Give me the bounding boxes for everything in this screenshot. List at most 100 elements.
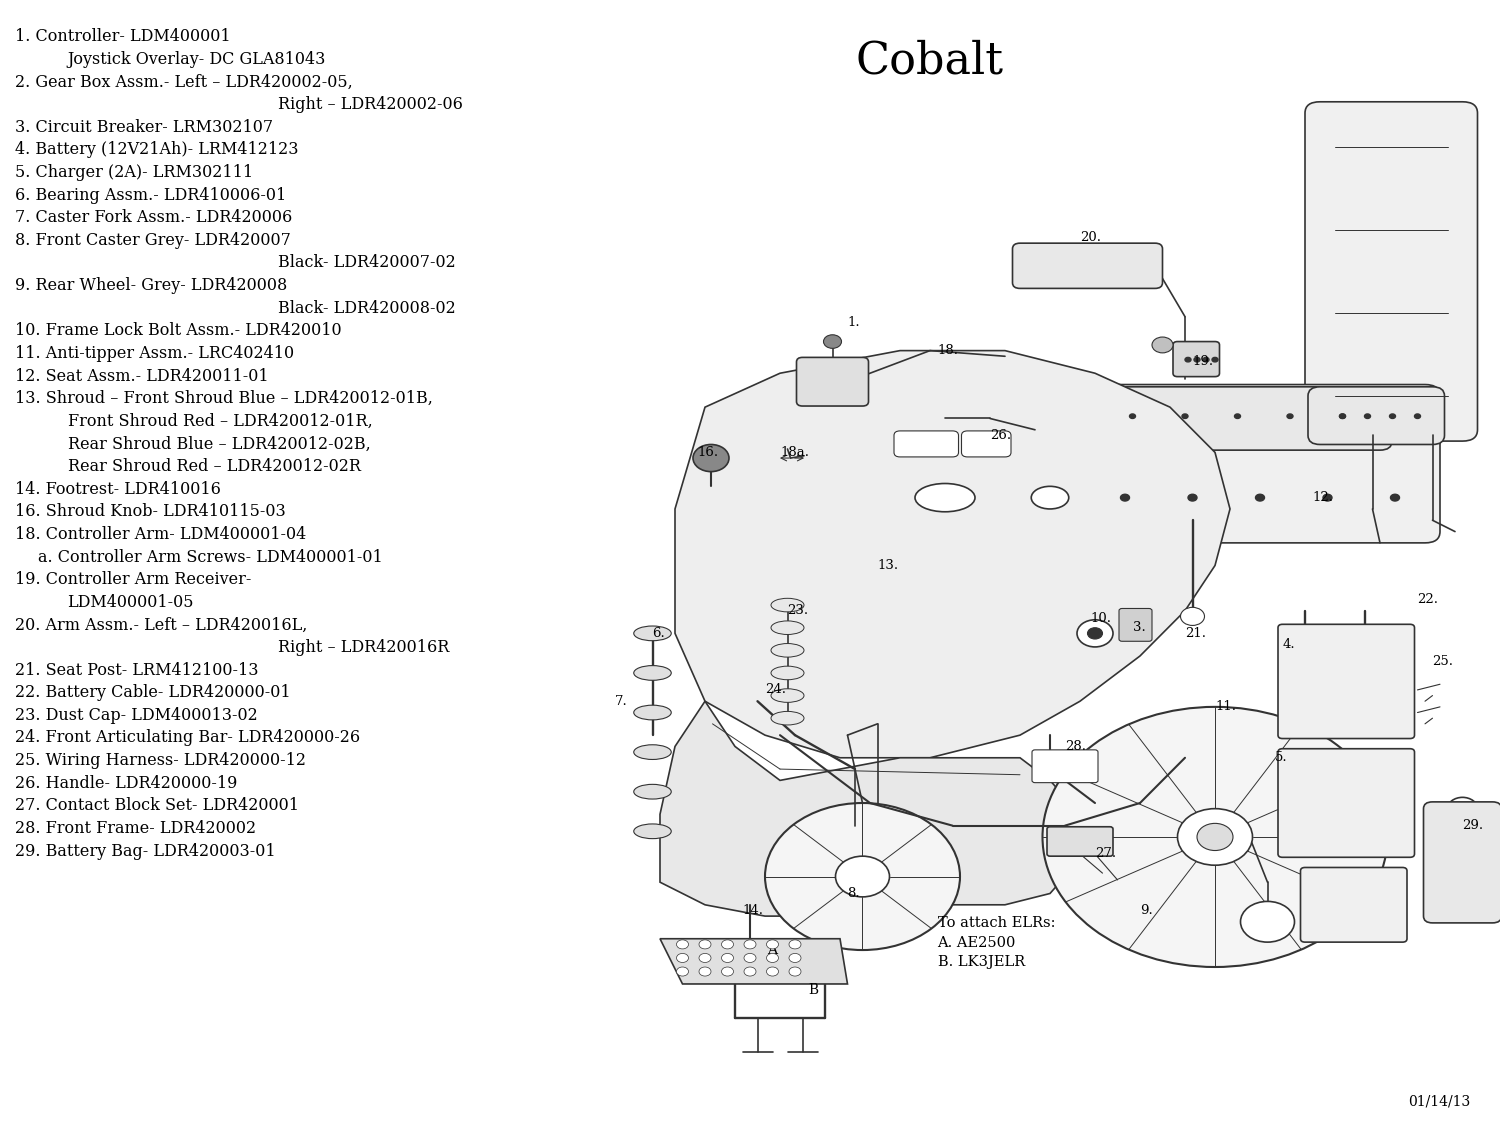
Text: Rear Shroud Red – LDR420012-02R: Rear Shroud Red – LDR420012-02R [68, 458, 360, 475]
Text: 27.: 27. [1095, 847, 1116, 861]
Text: A: A [768, 943, 777, 957]
Circle shape [1234, 414, 1240, 418]
FancyBboxPatch shape [1278, 624, 1414, 739]
Text: 16.: 16. [698, 446, 718, 459]
Text: Front Shroud Red – LDR420012-01R,: Front Shroud Red – LDR420012-01R, [68, 413, 372, 430]
Circle shape [1185, 357, 1191, 362]
Text: 25.: 25. [1432, 655, 1454, 668]
Circle shape [1390, 494, 1400, 501]
Ellipse shape [771, 689, 804, 702]
Text: 22. Battery Cable- LDR420000-01: 22. Battery Cable- LDR420000-01 [15, 684, 291, 701]
Text: Right – LDR420002-06: Right – LDR420002-06 [278, 96, 462, 113]
Circle shape [765, 803, 960, 950]
FancyBboxPatch shape [962, 431, 1011, 457]
Ellipse shape [771, 598, 804, 612]
Circle shape [676, 940, 688, 949]
Text: 24. Front Articulating Bar- LDR420000-26: 24. Front Articulating Bar- LDR420000-26 [15, 729, 360, 746]
Text: 14. Footrest- LDR410016: 14. Footrest- LDR410016 [15, 481, 220, 498]
Text: 29.: 29. [1462, 819, 1484, 832]
Circle shape [744, 940, 756, 949]
Circle shape [1130, 414, 1136, 418]
Circle shape [1182, 414, 1188, 418]
Ellipse shape [633, 627, 672, 640]
Text: 01/14/13: 01/14/13 [1407, 1095, 1470, 1108]
Circle shape [766, 940, 778, 949]
Circle shape [1340, 414, 1346, 418]
Text: 19. Controller Arm Receiver-: 19. Controller Arm Receiver- [15, 571, 252, 588]
Polygon shape [660, 939, 847, 984]
Circle shape [699, 953, 711, 962]
Text: LDM400001-05: LDM400001-05 [68, 594, 194, 611]
FancyBboxPatch shape [1119, 608, 1152, 641]
Text: Black- LDR420008-02: Black- LDR420008-02 [278, 300, 456, 317]
Circle shape [1042, 707, 1388, 967]
Circle shape [1120, 494, 1130, 501]
Ellipse shape [771, 666, 804, 680]
Text: 14.: 14. [742, 904, 764, 917]
Text: 13. Shroud – Front Shroud Blue – LDR420012-01B,: 13. Shroud – Front Shroud Blue – LDR4200… [15, 390, 433, 407]
Text: Joystick Overlay- DC GLA81043: Joystick Overlay- DC GLA81043 [68, 51, 326, 68]
Text: 6.: 6. [652, 627, 666, 640]
Text: 23. Dust Cap- LDM400013-02: 23. Dust Cap- LDM400013-02 [15, 707, 258, 724]
Text: 7. Caster Fork Assm.- LDR420006: 7. Caster Fork Assm.- LDR420006 [15, 209, 292, 226]
Polygon shape [675, 351, 1230, 758]
Text: 18. Controller Arm- LDM400001-04: 18. Controller Arm- LDM400001-04 [15, 526, 306, 543]
Circle shape [699, 940, 711, 949]
Circle shape [1188, 494, 1197, 501]
Ellipse shape [771, 711, 804, 725]
Ellipse shape [633, 823, 672, 839]
Text: Black- LDR420007-02: Black- LDR420007-02 [278, 254, 456, 271]
FancyBboxPatch shape [1308, 387, 1444, 444]
Text: 26. Handle- LDR420000-19: 26. Handle- LDR420000-19 [15, 775, 237, 792]
Circle shape [1077, 620, 1113, 647]
Circle shape [1180, 607, 1204, 625]
Text: 6. Bearing Assm.- LDR410006-01: 6. Bearing Assm.- LDR410006-01 [15, 187, 286, 204]
Text: 7.: 7. [615, 694, 627, 708]
Circle shape [789, 967, 801, 976]
FancyBboxPatch shape [1300, 867, 1407, 942]
Ellipse shape [771, 621, 804, 634]
Text: 8.: 8. [847, 887, 859, 900]
Text: 12.: 12. [1312, 491, 1334, 504]
Circle shape [1152, 337, 1173, 353]
Text: 28. Front Frame- LDR420002: 28. Front Frame- LDR420002 [15, 820, 256, 837]
Polygon shape [660, 701, 1080, 916]
Circle shape [1287, 414, 1293, 418]
Text: 1. Controller- LDM400001: 1. Controller- LDM400001 [15, 28, 231, 45]
Ellipse shape [771, 644, 804, 657]
Text: 20.: 20. [1080, 231, 1101, 244]
Ellipse shape [633, 665, 672, 680]
Text: 11.: 11. [1215, 700, 1236, 714]
Ellipse shape [633, 745, 672, 760]
Text: 26.: 26. [990, 429, 1011, 442]
Text: 25. Wiring Harness- LDR420000-12: 25. Wiring Harness- LDR420000-12 [15, 752, 306, 769]
Circle shape [744, 953, 756, 962]
Circle shape [722, 953, 734, 962]
Text: 18.: 18. [938, 344, 958, 357]
Text: 11. Anti-tipper Assm.- LRC402410: 11. Anti-tipper Assm.- LRC402410 [15, 345, 294, 362]
Ellipse shape [915, 484, 975, 512]
Text: 20. Arm Assm.- Left – LDR420016L,: 20. Arm Assm.- Left – LDR420016L, [15, 616, 307, 633]
Text: Cobalt: Cobalt [856, 40, 1004, 83]
Text: 9. Rear Wheel- Grey- LDR420008: 9. Rear Wheel- Grey- LDR420008 [15, 277, 288, 294]
Circle shape [1240, 901, 1294, 942]
Circle shape [722, 940, 734, 949]
Text: 16. Shroud Knob- LDR410115-03: 16. Shroud Knob- LDR410115-03 [15, 503, 285, 520]
Text: 24.: 24. [765, 683, 786, 697]
Text: Rear Shroud Blue – LDR420012-02B,: Rear Shroud Blue – LDR420012-02B, [68, 435, 370, 452]
Circle shape [1323, 494, 1332, 501]
Circle shape [699, 967, 711, 976]
FancyBboxPatch shape [1305, 102, 1478, 441]
Text: 12. Seat Assm.- LDR420011-01: 12. Seat Assm.- LDR420011-01 [15, 368, 268, 385]
Circle shape [676, 953, 688, 962]
Text: To attach ELRs:
A. AE2500
B. LK3JELR: To attach ELRs: A. AE2500 B. LK3JELR [938, 916, 1054, 969]
Text: 21.: 21. [1185, 627, 1206, 640]
Text: B: B [808, 983, 818, 996]
Text: 28.: 28. [1065, 740, 1086, 753]
Circle shape [744, 967, 756, 976]
Text: 10. Frame Lock Bolt Assm.- LDR420010: 10. Frame Lock Bolt Assm.- LDR420010 [15, 322, 342, 339]
Text: 10.: 10. [1090, 612, 1112, 625]
Ellipse shape [633, 785, 672, 798]
Circle shape [1197, 823, 1233, 851]
Text: 4.: 4. [1282, 638, 1294, 651]
